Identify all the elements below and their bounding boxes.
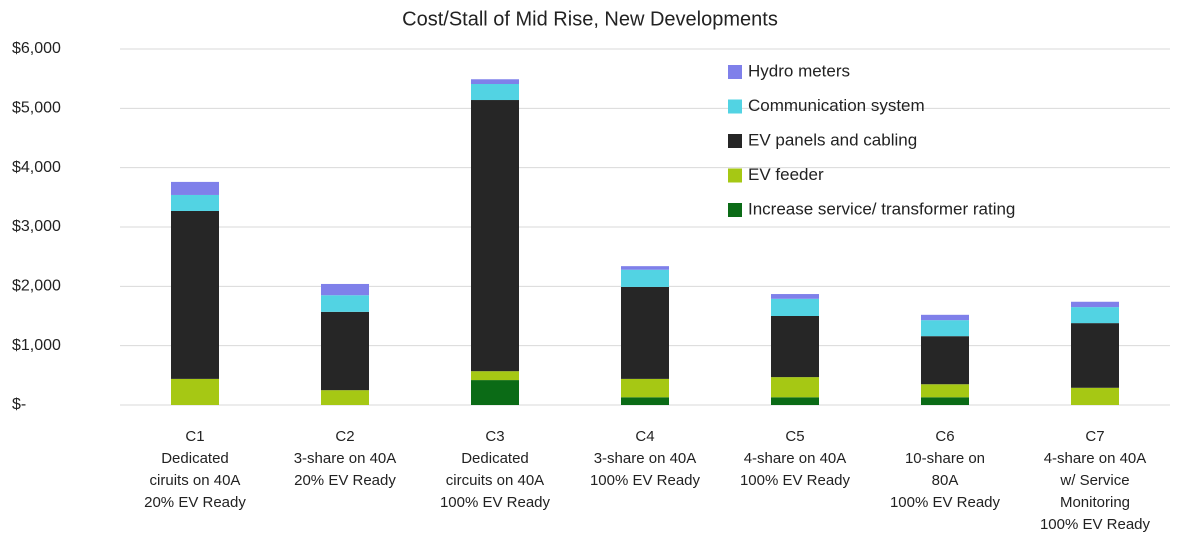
x-tick-label: C1	[185, 428, 204, 445]
bar-segment	[771, 316, 819, 378]
bar-segment	[171, 194, 219, 211]
legend-label: EV feeder	[748, 165, 824, 184]
bar-segment	[471, 84, 519, 101]
y-tick-label: $6,000	[12, 40, 61, 57]
bar-segment	[171, 378, 219, 405]
bar-segment	[321, 390, 369, 405]
y-tick-label: $2,000	[12, 278, 61, 295]
bar-segment	[621, 397, 669, 405]
bar-segment	[921, 320, 969, 337]
bar-segment	[1071, 301, 1119, 308]
x-tick-label: ciruits on 40A	[150, 472, 241, 489]
bar-segment	[621, 378, 669, 398]
bar-segment	[921, 384, 969, 398]
x-tick-label: 20% EV Ready	[294, 472, 396, 489]
x-tick-label: 4-share on 40A	[1044, 450, 1147, 467]
bar-segment	[771, 298, 819, 316]
bar-segment	[321, 295, 369, 312]
bar-segment	[321, 311, 369, 391]
bar-segment	[471, 100, 519, 372]
bar-segment	[471, 79, 519, 85]
y-tick-label: $-	[12, 396, 26, 413]
x-tick-label: C2	[335, 428, 354, 445]
x-tick-label: 100% EV Ready	[740, 472, 851, 489]
x-tick-label: 20% EV Ready	[144, 494, 246, 511]
x-tick-label: 100% EV Ready	[1040, 516, 1151, 533]
y-tick-label: $3,000	[12, 218, 61, 235]
x-tick-label: Monitoring	[1060, 494, 1130, 511]
x-tick-label: C6	[935, 428, 954, 445]
legend-label: Hydro meters	[748, 61, 850, 80]
x-tick-label: Dedicated	[461, 450, 529, 467]
chart-title: Cost/Stall of Mid Rise, New Developments	[402, 8, 778, 30]
x-tick-label: w/ Service	[1059, 472, 1129, 489]
x-tick-label: 3-share on 40A	[594, 450, 697, 467]
x-tick-label: 80A	[932, 472, 959, 489]
bar-segment	[171, 181, 219, 195]
bar-segment	[921, 397, 969, 405]
x-tick-label: 3-share on 40A	[294, 450, 397, 467]
bar-segment	[321, 283, 369, 296]
y-tick-label: $1,000	[12, 337, 61, 354]
legend-label: EV panels and cabling	[748, 130, 917, 149]
legend-swatch	[728, 65, 742, 79]
legend-swatch	[728, 134, 742, 148]
x-tick-label: circuits on 40A	[446, 472, 544, 489]
bar-segment	[621, 286, 669, 379]
x-tick-label: 100% EV Ready	[440, 494, 551, 511]
bar-segment	[1071, 387, 1119, 405]
bar-segment	[471, 380, 519, 405]
x-tick-label: Dedicated	[161, 450, 229, 467]
x-tick-label: 100% EV Ready	[890, 494, 1001, 511]
x-tick-label: 10-share on	[905, 450, 985, 467]
bar-segment	[771, 294, 819, 299]
bar-segment	[471, 371, 519, 381]
x-tick-label: C5	[785, 428, 804, 445]
bar-segment	[771, 377, 819, 398]
legend-swatch	[728, 168, 742, 183]
bar-segment	[621, 269, 669, 287]
legend-label: Increase service/ transformer rating	[748, 199, 1015, 218]
y-tick-label: $4,000	[12, 159, 61, 176]
x-tick-label: 100% EV Ready	[590, 472, 701, 489]
x-tick-label: 4-share on 40A	[744, 450, 847, 467]
bar-segment	[921, 314, 969, 321]
bar-segment	[171, 210, 219, 379]
bar-segment	[771, 397, 819, 405]
legend-swatch	[728, 99, 742, 114]
x-tick-label: C7	[1085, 428, 1104, 445]
x-tick-label: C4	[635, 428, 654, 445]
bar-segment	[1071, 307, 1119, 324]
bar-segment	[1071, 323, 1119, 388]
legend-swatch	[728, 203, 742, 217]
legend-label: Communication system	[748, 96, 925, 115]
x-tick-label: C3	[485, 428, 504, 445]
bar-segment	[621, 266, 669, 270]
y-tick-label: $5,000	[12, 100, 61, 117]
bar-segment	[921, 336, 969, 385]
